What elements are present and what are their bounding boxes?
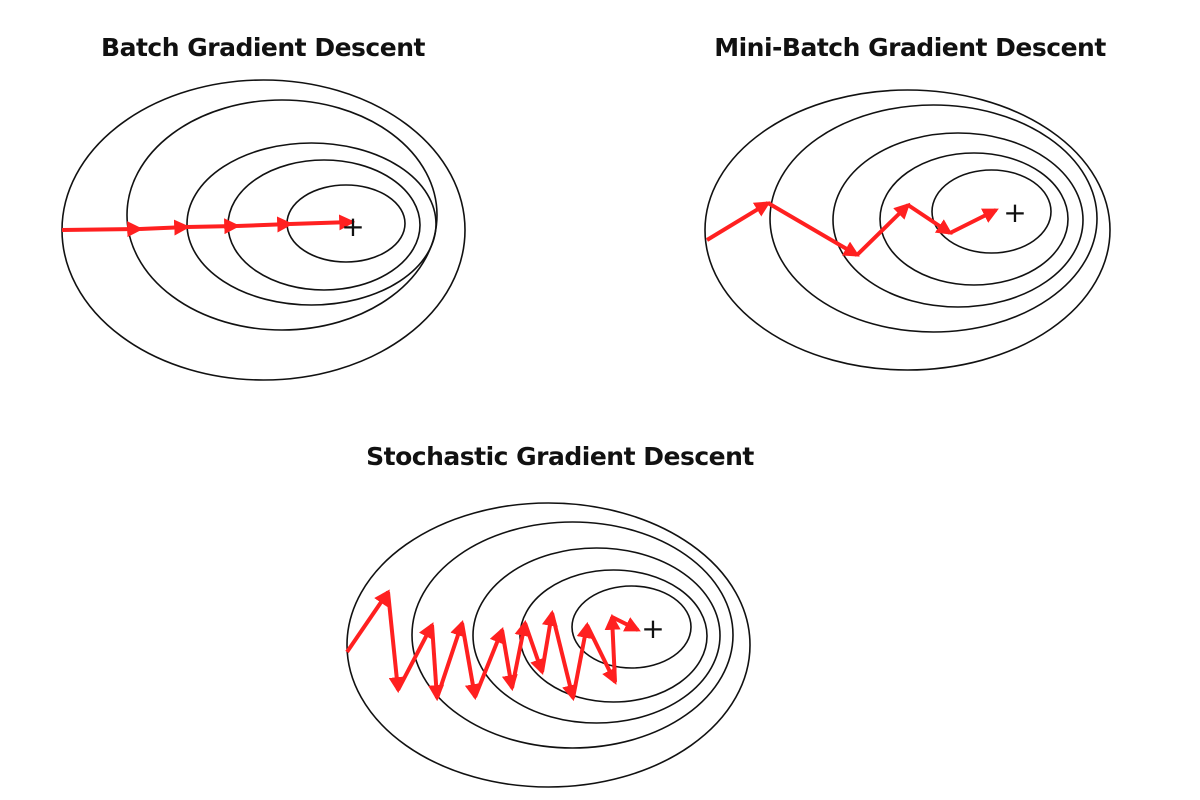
contour-ellipse bbox=[472, 547, 721, 724]
descent-step-arrow bbox=[345, 589, 390, 654]
descent-step-arrow bbox=[435, 619, 466, 699]
descent-step-arrow bbox=[571, 621, 593, 699]
descent-step-arrow bbox=[766, 201, 860, 257]
descent-step-arrow bbox=[949, 208, 999, 235]
descent-step-arrow bbox=[523, 622, 546, 676]
descent-step-arrow bbox=[61, 221, 144, 238]
contour-ellipse bbox=[126, 99, 438, 331]
contour-ellipse bbox=[769, 104, 1098, 333]
stochastic-panel bbox=[345, 502, 751, 788]
descent-step-arrow bbox=[855, 202, 911, 257]
descent-step-arrow bbox=[705, 201, 771, 242]
contour-ellipse bbox=[931, 169, 1052, 254]
minimum-marker: + bbox=[641, 612, 664, 645]
contour-ellipse bbox=[879, 152, 1069, 286]
descent-step-arrow bbox=[510, 619, 531, 689]
descent-step-arrow bbox=[604, 613, 621, 683]
minimum-marker: + bbox=[1003, 196, 1026, 229]
descent-step-arrow bbox=[139, 219, 191, 236]
descent-step-arrow bbox=[186, 218, 241, 235]
contour-ellipse bbox=[411, 521, 734, 749]
batch-panel bbox=[61, 79, 466, 381]
descent-step-arrow bbox=[396, 622, 434, 691]
minimum-marker: + bbox=[341, 210, 364, 243]
descent-step-arrow bbox=[500, 629, 518, 692]
batch-title: Batch Gradient Descent bbox=[101, 33, 425, 62]
descent-step-arrow bbox=[236, 216, 294, 233]
descent-step-arrow bbox=[906, 203, 953, 235]
minibatch-panel bbox=[704, 89, 1111, 371]
stochastic-title: Stochastic Gradient Descent bbox=[366, 442, 754, 471]
contour-ellipse bbox=[571, 585, 692, 669]
contour-ellipse bbox=[346, 502, 751, 788]
descent-step-arrow bbox=[386, 591, 405, 694]
contour-ellipse bbox=[704, 89, 1111, 371]
minibatch-title: Mini-Batch Gradient Descent bbox=[714, 33, 1106, 62]
descent-step-arrow bbox=[550, 612, 578, 702]
descent-step-arrow bbox=[611, 615, 641, 632]
descent-step-arrow bbox=[473, 627, 505, 698]
contour-ellipse bbox=[832, 132, 1084, 308]
descent-step-arrow bbox=[540, 609, 558, 673]
descent-step-arrow bbox=[289, 214, 356, 231]
descent-step-arrow bbox=[585, 624, 617, 685]
descent-step-arrow bbox=[460, 622, 481, 701]
descent-step-arrow bbox=[428, 624, 445, 702]
